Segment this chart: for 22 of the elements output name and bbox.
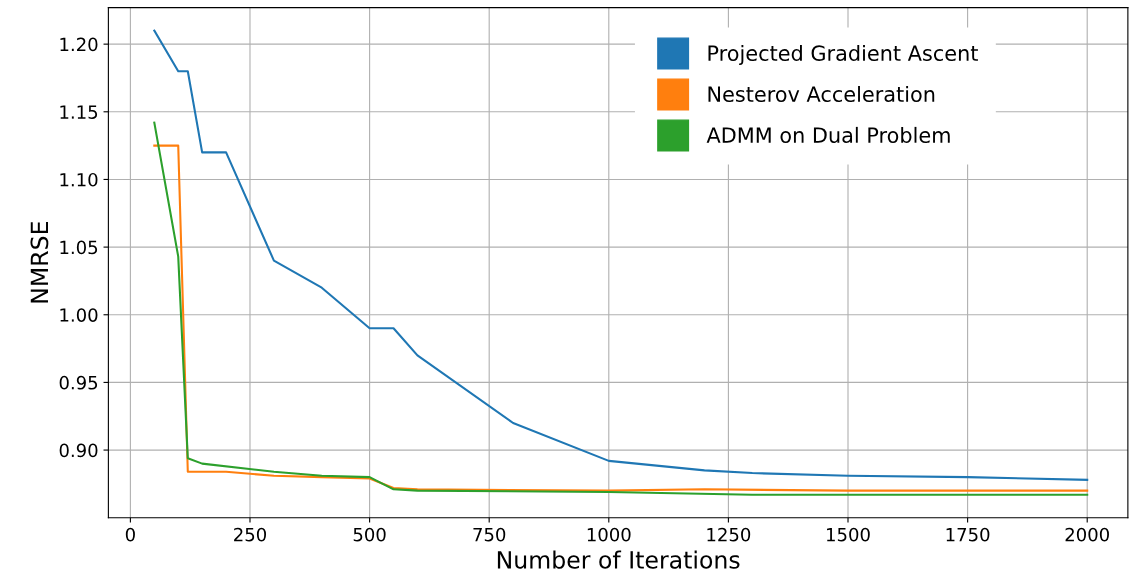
x-tick-label: 1500 <box>827 527 870 542</box>
y-tick-label: 1.20 <box>60 37 98 52</box>
y-tick-label: 1.00 <box>60 308 98 322</box>
x-tick-label: 2000 <box>1065 527 1109 542</box>
y-tick-label: 1.05 <box>60 240 98 255</box>
y-axis-title: NMRSE <box>30 222 49 303</box>
x-tick-label: 250 <box>234 527 267 542</box>
x-tick-label: 500 <box>353 527 386 542</box>
x-tick-label: 1750 <box>946 527 990 542</box>
x-tick-label: 0 <box>125 527 135 542</box>
y-tick-label: 0.90 <box>59 443 98 458</box>
x-tick-label: 750 <box>473 527 506 542</box>
x-tick-label: 1000 <box>587 527 631 542</box>
x-tick-label: 1250 <box>707 527 751 542</box>
y-tick-label: 1.15 <box>60 105 98 119</box>
legend-label: ADMM on Dual Problem <box>706 126 950 144</box>
legend-label: Nesterov Acceleration <box>708 85 935 103</box>
x-axis-title: Number of Iterations <box>497 550 740 569</box>
y-tick-label: 0.95 <box>59 375 98 390</box>
legend-label: Projected Gradient Ascent <box>708 44 978 66</box>
line-series <box>153 29 1089 481</box>
y-tick-label: 1.10 <box>60 172 98 187</box>
